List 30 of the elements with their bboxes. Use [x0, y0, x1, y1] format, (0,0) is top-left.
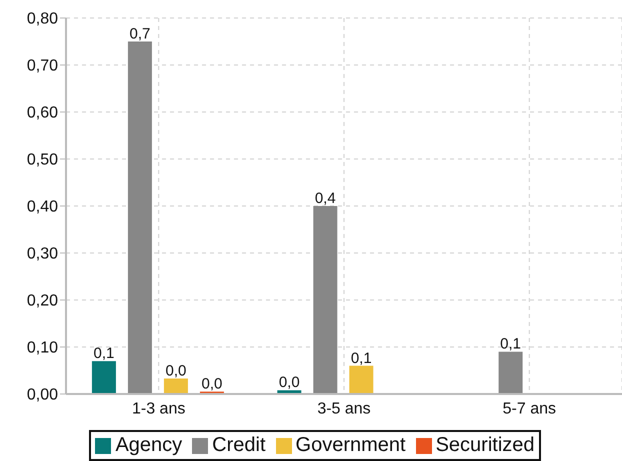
data-label: 0,0 [278, 374, 300, 392]
x-tick-label: 3-5 ans [317, 400, 371, 418]
legend-label: Government [294, 434, 406, 457]
data-label: 0,0 [166, 362, 186, 380]
data-label: 0,1 [350, 350, 372, 367]
legend-label: Securitized [434, 434, 535, 457]
y-tick-label: 0,10 [26, 340, 58, 357]
x-tick-label: 5-7 ans [502, 400, 556, 418]
y-tick-label: 0,80 [26, 10, 58, 28]
legend-label: Agency [114, 434, 182, 457]
bar [92, 361, 116, 394]
data-label: 0,0 [202, 376, 222, 393]
y-tick-label: 0,20 [26, 292, 58, 310]
y-tick-label: 0,60 [26, 104, 58, 122]
data-label: 0,7 [130, 26, 150, 42]
bar [498, 352, 523, 394]
bar [164, 378, 188, 394]
y-tick-label: 0,70 [26, 58, 58, 75]
legend-label: Credit [211, 434, 266, 457]
y-tick-label: 0,50 [26, 152, 58, 169]
y-tick-label: 0,00 [26, 386, 58, 404]
data-label: 0,1 [94, 345, 114, 362]
data-label: 0,1 [500, 336, 522, 353]
bar [128, 42, 152, 394]
x-tick-label: 1-3 ans [132, 400, 186, 418]
y-tick-label: 0,40 [26, 198, 58, 216]
bar [349, 366, 374, 394]
data-label: 0,4 [314, 190, 336, 207]
bar [313, 206, 338, 394]
y-tick-label: 0,30 [26, 246, 58, 263]
